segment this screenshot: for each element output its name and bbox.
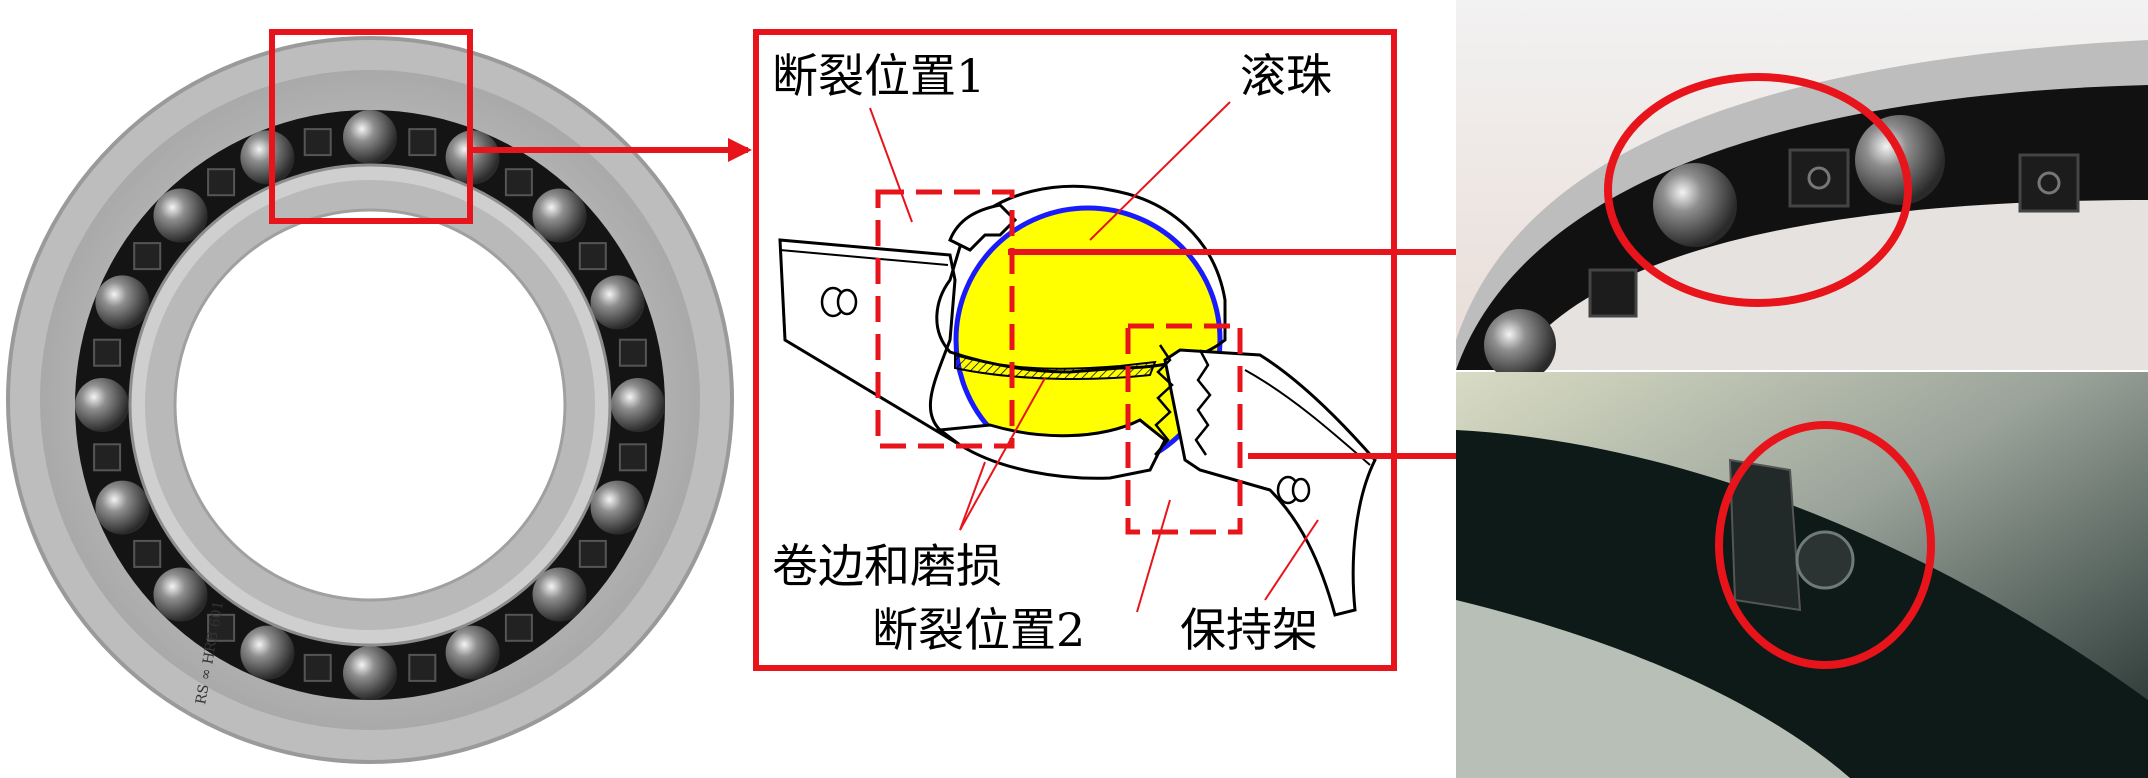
arrow-head-schematic	[728, 138, 752, 162]
highlight-circle-top	[1604, 73, 1912, 307]
bearing-photo: RS ∞ HRB 601	[6, 29, 734, 764]
bearing-ball	[153, 567, 208, 622]
cage-rivet	[93, 338, 122, 367]
bearing-ball	[343, 110, 397, 164]
top-cage-rivet-1	[1788, 148, 1850, 208]
bearing-bore	[173, 208, 567, 602]
highlight-circle-bottom	[1715, 421, 1935, 669]
rivet-hole-right-2	[1291, 477, 1311, 503]
fracture-edge-a	[1154, 344, 1174, 456]
cage-rivet	[618, 443, 647, 472]
bearing-ball	[240, 130, 295, 185]
bearing-ball	[343, 646, 397, 700]
bearing-ball	[611, 378, 665, 432]
cage-strip-mid	[936, 418, 1167, 480]
bearing-ball	[532, 188, 587, 243]
bearing-ball	[95, 480, 150, 535]
broken-flap-1	[948, 203, 1018, 252]
leader-ball	[1089, 101, 1231, 241]
cage-schematic: 断裂位置1 滚珠 卷边和磨损 断裂位置2 保持架	[753, 29, 1397, 671]
cage-rivet	[133, 539, 162, 568]
bearing-ball	[75, 378, 129, 432]
cage-rivet	[303, 653, 332, 682]
bearing-ball	[590, 480, 645, 535]
cage-rivet	[207, 613, 236, 642]
top-ball-3	[1484, 309, 1556, 381]
cage-rivet	[133, 242, 162, 271]
fracture-box-1	[875, 189, 1015, 449]
closeup-photo-top	[1456, 0, 2148, 381]
leader-wear-b	[959, 461, 986, 531]
zoom-box-bearing	[269, 29, 473, 224]
bearing-ball	[153, 188, 208, 243]
fracture-box-2	[1125, 323, 1243, 535]
label-rolling-ball: 滚珠	[1240, 49, 1332, 103]
cage-rivet	[408, 653, 437, 682]
bottom-broken-cage	[1728, 458, 1802, 612]
top-inner-ring	[1510, 200, 2148, 370]
curling-wear-band	[954, 353, 1157, 381]
cage-rivet	[207, 168, 236, 197]
top-rivet-2	[2037, 171, 2061, 195]
cage-rivet	[504, 613, 533, 642]
top-ball-1	[1653, 163, 1737, 247]
top-cage-rivet-2	[2018, 153, 2080, 213]
bearing-ball-set	[75, 110, 665, 700]
leader-wear-a	[959, 377, 1046, 531]
cage-strip-right	[1163, 348, 1377, 617]
bearing-ball	[532, 567, 587, 622]
top-cage-rivet-3	[1588, 268, 1638, 318]
cage-rivet	[303, 128, 332, 157]
bearing-ball	[590, 275, 645, 330]
bearing-ball	[445, 625, 500, 680]
leader-fracture-2	[1136, 499, 1171, 613]
cage-rivet	[504, 168, 533, 197]
bottom-inner-ring	[1456, 600, 1850, 778]
cage-rivet	[93, 443, 122, 472]
label-fracture-1: 断裂位置1	[772, 49, 985, 103]
cage-edge-line	[779, 249, 949, 266]
fracture-edge-b	[1194, 349, 1212, 456]
label-fracture-2: 断裂位置2	[872, 603, 1085, 657]
label-cage: 保持架	[1180, 603, 1318, 657]
cage-rivet	[618, 338, 647, 367]
rivet-hole-left-2	[836, 288, 858, 316]
cage-rivet	[408, 128, 437, 157]
leader-cage	[1264, 519, 1319, 601]
cage-rivet	[578, 539, 607, 568]
top-rivet-1	[1807, 166, 1831, 190]
cage-edge-line-right	[1244, 369, 1371, 466]
cage-rivet	[578, 242, 607, 271]
bearing-ball	[95, 275, 150, 330]
label-curling-wear: 卷边和磨损	[772, 539, 1002, 593]
closeup-photo-bottom	[1456, 372, 2148, 778]
bearing-ball	[240, 625, 295, 680]
leader-fracture-1	[869, 107, 913, 223]
bottom-rivet	[1795, 530, 1855, 590]
